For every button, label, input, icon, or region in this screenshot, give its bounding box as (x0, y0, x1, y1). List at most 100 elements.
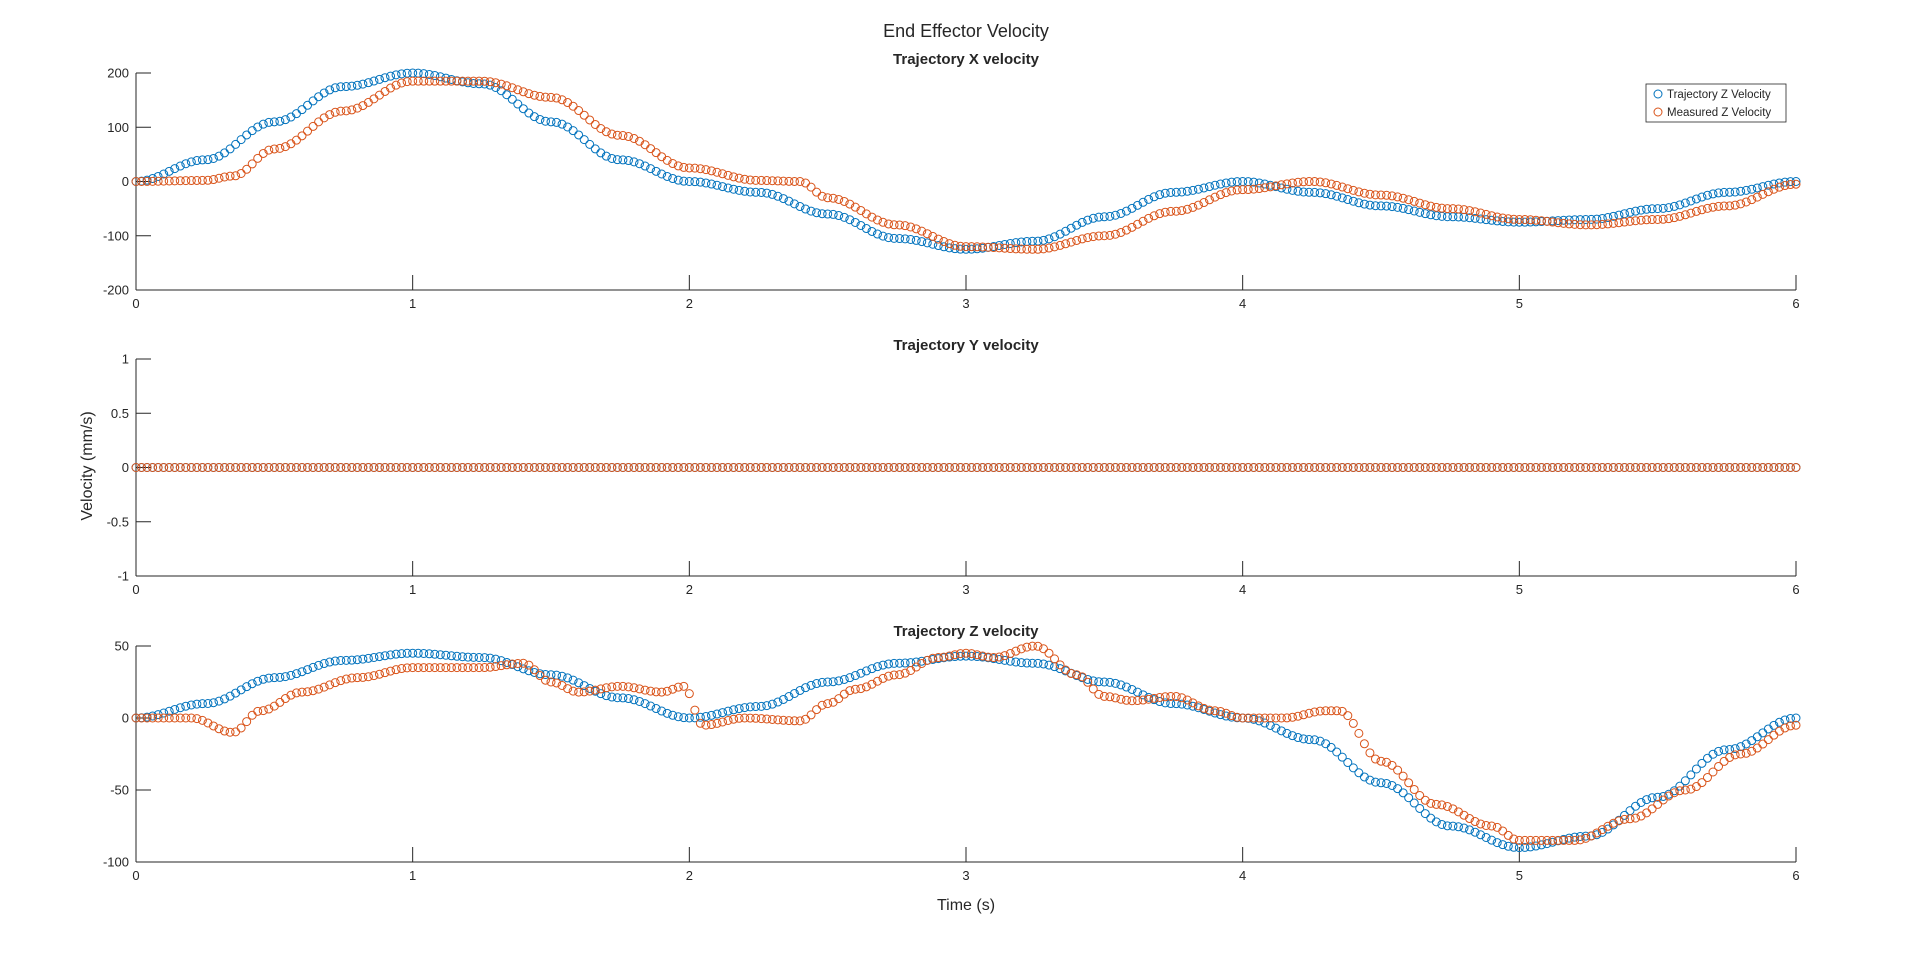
trajectory-point (1227, 177, 1237, 187)
trajectory-point (872, 229, 882, 239)
measured-point (1658, 214, 1668, 224)
trajectory-point (917, 656, 927, 666)
measured-point (557, 680, 567, 690)
trajectory-point (1365, 200, 1375, 210)
trajectory-point (1553, 216, 1563, 226)
trajectory-point (745, 702, 755, 712)
measured-point (773, 176, 783, 186)
trajectory-point (828, 677, 838, 687)
measured-point (695, 463, 705, 472)
trajectory-point (441, 73, 451, 83)
measured-point (192, 714, 202, 724)
measured-point (767, 463, 777, 472)
measured-point (1038, 644, 1048, 654)
measured-point (939, 237, 949, 247)
measured-point (955, 649, 965, 659)
measured-point (1592, 220, 1602, 230)
measured-point (1105, 692, 1115, 702)
trajectory-point (1691, 194, 1701, 204)
trajectory-point (712, 180, 722, 190)
measured-point (950, 650, 960, 660)
trajectory-point (745, 187, 755, 197)
measured-point (1509, 834, 1519, 844)
measured-point (1016, 644, 1026, 654)
measured-point (1066, 669, 1076, 679)
measured-point (1415, 198, 1425, 208)
measured-point (502, 463, 512, 472)
measured-point (1476, 819, 1486, 829)
trajectory-point (1326, 742, 1336, 752)
measured-point (1387, 191, 1397, 201)
measured-point (1171, 692, 1181, 702)
measured-point (1022, 244, 1032, 254)
measured-point (651, 463, 661, 472)
measured-point (1155, 463, 1165, 472)
trajectory-point (861, 224, 871, 234)
trajectory-point (1359, 199, 1369, 209)
measured-point (950, 240, 960, 250)
measured-point (275, 143, 285, 153)
trajectory-point (850, 671, 860, 681)
trajectory-point (1470, 213, 1480, 223)
measured-point (1127, 463, 1137, 472)
trajectory-point (1155, 697, 1165, 707)
measured-point (1027, 463, 1037, 472)
trajectory-point (546, 117, 556, 127)
measured-point (740, 174, 750, 184)
measured-point (319, 682, 329, 692)
measured-point (142, 463, 152, 472)
trajectory-point (734, 185, 744, 195)
measured-point (148, 463, 158, 472)
trajectory-point (1171, 187, 1181, 197)
trajectory-point (1752, 183, 1762, 193)
measured-point (491, 463, 501, 472)
measured-point (457, 76, 467, 86)
measured-point (585, 115, 595, 125)
trajectory-point (1774, 717, 1784, 727)
trajectory-point (1614, 210, 1624, 220)
measured-point (1725, 752, 1735, 762)
measured-point (1315, 177, 1325, 187)
measured-point (590, 463, 600, 472)
trajectory-point (352, 655, 362, 665)
trajectory-point (911, 657, 921, 667)
measured-point (789, 716, 799, 726)
measured-point (546, 463, 556, 472)
measured-point (1354, 187, 1364, 197)
measured-point (673, 682, 683, 692)
measured-point (1144, 694, 1154, 704)
trajectory-point (812, 208, 822, 218)
measured-point (1072, 670, 1082, 680)
measured-point (1409, 784, 1419, 794)
measured-point (1492, 212, 1502, 222)
measured-point (1586, 220, 1596, 230)
trajectory-point (1260, 179, 1270, 189)
trajectory-point (1022, 658, 1032, 668)
trajectory-point (308, 662, 318, 672)
measured-point (408, 663, 418, 673)
x-tick-label: 3 (962, 296, 969, 311)
trajectory-point (197, 155, 207, 165)
trajectory-point (967, 651, 977, 661)
trajectory-point (1725, 187, 1735, 197)
measured-point (1121, 695, 1131, 705)
y-tick-label: 0 (122, 174, 129, 189)
measured-point (651, 148, 661, 158)
trajectory-point (1116, 208, 1126, 218)
trajectory-point (1476, 830, 1486, 840)
x-tick-label: 0 (132, 296, 139, 311)
measured-point (706, 463, 716, 472)
trajectory-point (1625, 806, 1635, 816)
measured-point (1647, 804, 1657, 814)
trajectory-point (552, 117, 562, 127)
measured-point (1227, 711, 1237, 721)
measured-point (1249, 463, 1259, 472)
trajectory-point (380, 73, 390, 83)
x-tick-label: 5 (1516, 868, 1523, 883)
measured-point (1708, 463, 1718, 472)
measured-point (1193, 463, 1203, 472)
measured-point (325, 110, 335, 120)
trajectory-point (303, 665, 313, 675)
trajectory-point (164, 706, 174, 716)
measured-point (1094, 463, 1104, 472)
